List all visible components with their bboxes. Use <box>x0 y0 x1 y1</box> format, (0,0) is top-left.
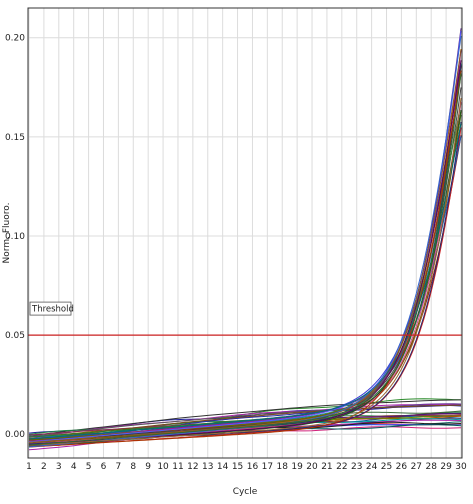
x-tick-label: 26 <box>396 462 408 472</box>
x-tick-label: 2 <box>41 462 47 472</box>
x-tick-label: 18 <box>277 462 289 472</box>
x-tick-label: 17 <box>262 462 273 472</box>
series-line-amplifying <box>28 31 462 443</box>
x-tick-label: 16 <box>247 462 259 472</box>
plot-area <box>28 8 462 458</box>
curves <box>28 28 462 451</box>
x-tick-label: 5 <box>86 462 92 472</box>
x-tick-label: 7 <box>116 462 122 472</box>
x-tick-label: 19 <box>291 462 303 472</box>
x-tick-label: 22 <box>336 462 347 472</box>
x-tick-label: 28 <box>425 462 437 472</box>
x-tick-label: 20 <box>306 462 318 472</box>
x-tick-label: 29 <box>440 462 452 472</box>
y-tick-label: 0.15 <box>5 133 25 143</box>
y-tick-label: 0.05 <box>5 331 25 341</box>
series-line-amplifying <box>28 123 462 440</box>
y-tick-label: 0.10 <box>5 232 25 242</box>
series-line-amplifying <box>28 73 462 446</box>
x-tick-label: 4 <box>71 462 77 472</box>
series-line-amplifying <box>28 49 462 443</box>
threshold-label: Threshold <box>29 301 74 316</box>
x-tick-label: 25 <box>381 462 392 472</box>
series-line-amplifying <box>28 70 462 448</box>
series-line-flat <box>28 399 462 437</box>
y-tick-label: 0.00 <box>5 430 25 440</box>
x-tick-label: 27 <box>411 462 422 472</box>
x-tick-label: 11 <box>172 462 183 472</box>
threshold-label-box <box>29 301 72 316</box>
x-tick-label: 8 <box>130 462 136 472</box>
threshold-label-text: Threshold <box>31 305 74 315</box>
y-tick-label: 0.20 <box>5 34 25 44</box>
x-tick-label: 10 <box>157 462 169 472</box>
x-tick-label: 13 <box>202 462 213 472</box>
x-axis-title: Cycle <box>233 487 258 497</box>
x-tick-label: 12 <box>187 462 198 472</box>
x-tick-label: 9 <box>145 462 151 472</box>
x-tick-label: 21 <box>321 462 332 472</box>
x-tick-label: 3 <box>56 462 62 472</box>
plot-frame <box>27 7 463 459</box>
x-tick-label: 23 <box>351 462 362 472</box>
x-tick-label: 6 <box>101 462 107 472</box>
y-axis-title: Norm. Fluoro. <box>2 203 12 264</box>
x-tick-label: 14 <box>217 462 229 472</box>
grid <box>28 8 462 458</box>
x-tick-label: 15 <box>232 462 243 472</box>
series-line-amplifying <box>28 98 462 446</box>
x-tick-label: 30 <box>455 462 467 472</box>
x-tick-label: 1 <box>26 462 32 472</box>
x-tick-label: 24 <box>366 462 378 472</box>
series-line-flat <box>28 403 462 438</box>
